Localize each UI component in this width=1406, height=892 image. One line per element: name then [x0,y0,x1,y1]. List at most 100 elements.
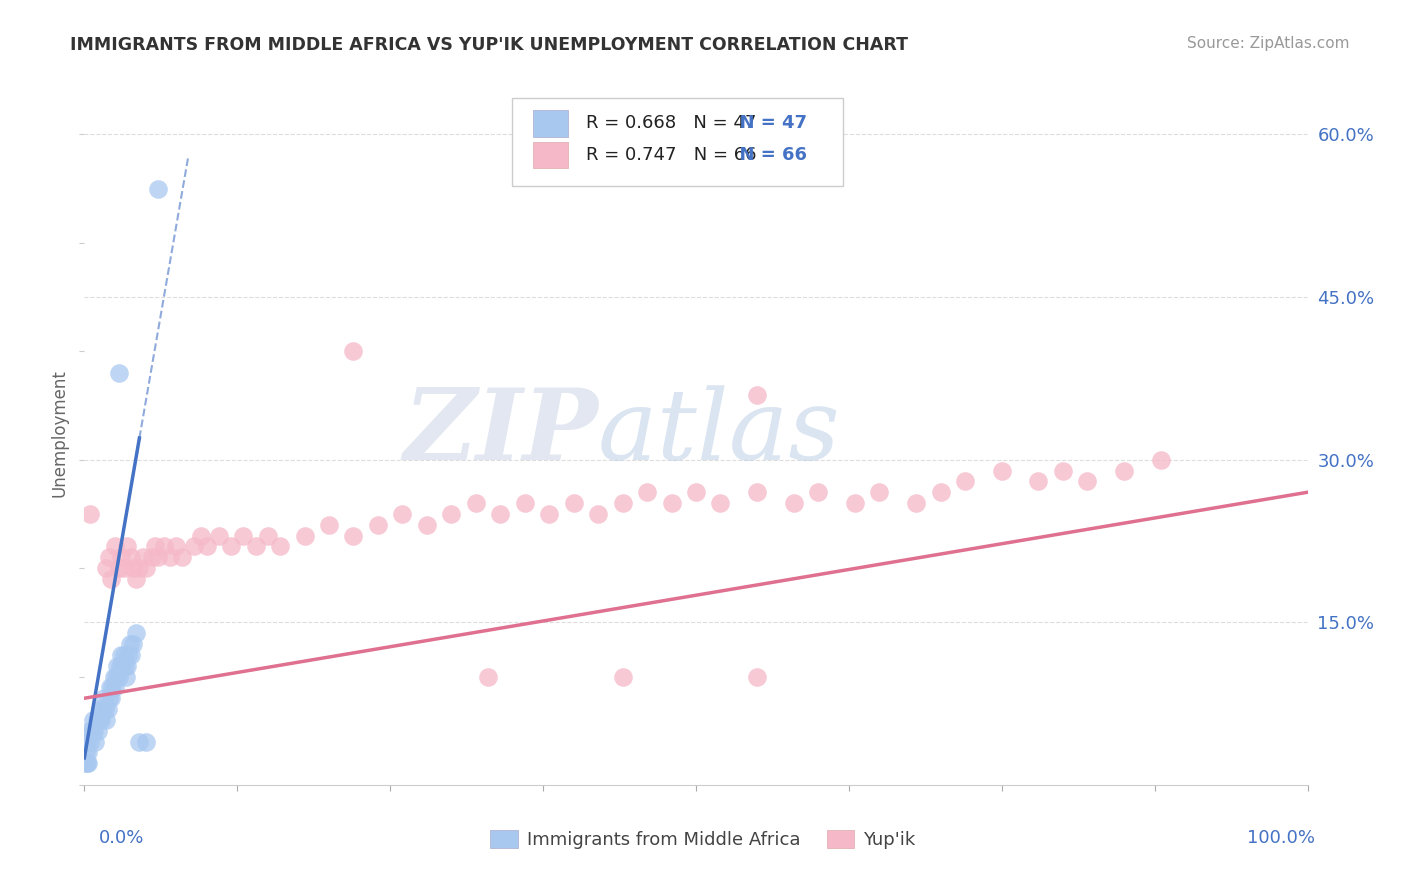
Y-axis label: Unemployment: Unemployment [51,368,69,497]
Point [257,528,280,542]
Point [477,669,499,683]
Point [367,517,389,532]
Text: 0.0%: 0.0% [98,830,143,847]
Point [844,496,866,510]
Point [1076,475,1098,489]
Point [108,658,131,673]
Point [929,485,952,500]
Point [89,702,111,716]
Text: ZIP: ZIP [404,384,598,481]
Point [294,528,316,542]
Point [115,540,138,554]
Point [76,756,98,771]
Point [143,540,166,554]
Legend: Immigrants from Middle Africa, Yup'ik: Immigrants from Middle Africa, Yup'ik [484,822,922,856]
FancyBboxPatch shape [533,142,568,169]
Point [869,485,891,500]
Point [991,464,1014,478]
Point [141,550,163,565]
Point [165,540,187,554]
Point [77,723,100,738]
Point [183,540,205,554]
Point [190,528,212,542]
Point [636,485,658,500]
Point [87,713,110,727]
Point [153,540,176,554]
Point [111,658,134,673]
Point [91,702,114,716]
Point [96,561,118,575]
Point [107,669,129,683]
Point [747,669,769,683]
Point [97,550,120,565]
Point [342,528,364,542]
Point [118,637,141,651]
FancyBboxPatch shape [513,98,842,186]
Point [1028,475,1050,489]
Point [146,182,169,196]
Text: N = 47: N = 47 [727,114,807,132]
Point [128,734,150,748]
Point [105,658,128,673]
Point [538,507,561,521]
Point [97,691,120,706]
Point [125,626,148,640]
Point [94,702,117,716]
Point [107,366,129,380]
Point [105,669,128,683]
Text: atlas: atlas [598,385,841,480]
Point [612,669,634,683]
Point [86,713,108,727]
Point [709,496,731,510]
Point [905,496,928,510]
Point [112,648,135,662]
Point [84,734,107,748]
Point [115,669,138,683]
Point [612,496,634,510]
Point [953,475,976,489]
Point [83,723,105,738]
FancyBboxPatch shape [533,110,568,136]
Point [172,550,194,565]
Point [747,485,769,500]
Point [245,540,267,554]
Text: N = 66: N = 66 [727,146,807,164]
Point [98,681,121,695]
Point [120,648,142,662]
Point [107,561,129,575]
Point [82,713,104,727]
Point [110,648,132,662]
Point [122,637,145,651]
Point [1052,464,1074,478]
Point [807,485,830,500]
Point [75,756,97,771]
Point [146,550,169,565]
Point [159,550,181,565]
Point [1114,464,1136,478]
Point [195,540,218,554]
Point [685,485,707,500]
Point [122,561,145,575]
Point [79,507,101,521]
Text: 100.0%: 100.0% [1247,830,1315,847]
Point [562,496,585,510]
Point [586,507,609,521]
Point [100,572,122,586]
Point [318,517,340,532]
Text: R = 0.747   N = 66: R = 0.747 N = 66 [586,146,756,164]
Text: IMMIGRANTS FROM MIDDLE AFRICA VS YUP'IK UNEMPLOYMENT CORRELATION CHART: IMMIGRANTS FROM MIDDLE AFRICA VS YUP'IK … [70,36,908,54]
Text: R = 0.668   N = 47: R = 0.668 N = 47 [586,114,756,132]
Point [104,681,127,695]
Point [79,734,101,748]
Point [90,713,112,727]
Point [391,507,413,521]
Point [101,681,124,695]
Point [75,746,97,760]
Point [80,723,103,738]
Point [219,540,242,554]
Point [269,540,291,554]
Point [120,550,142,565]
Point [135,734,157,748]
Point [125,572,148,586]
Point [115,658,138,673]
